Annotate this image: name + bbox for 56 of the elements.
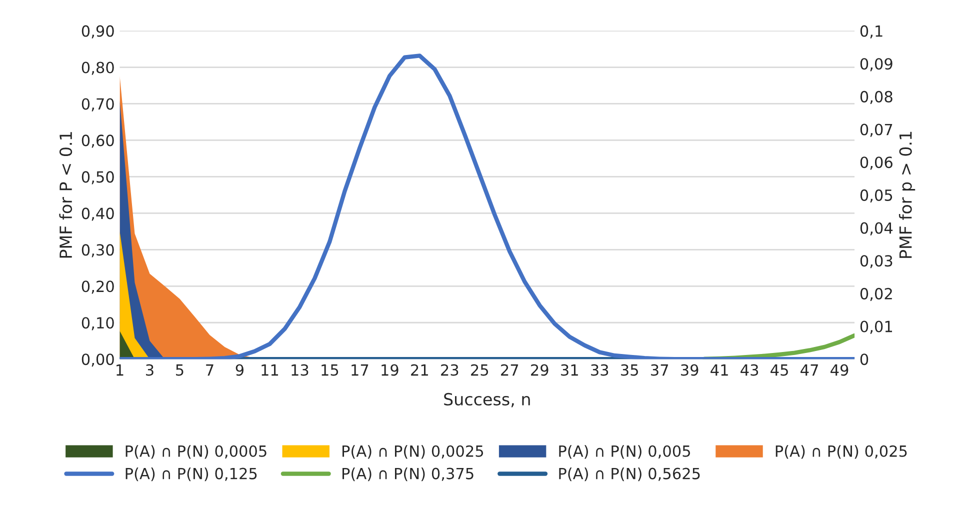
y2-tick-label: 0,03 xyxy=(860,255,892,268)
x-tick-label: 33 xyxy=(591,364,608,376)
y2-tick-label: 0,05 xyxy=(860,189,892,203)
y-tick-label: 0,80 xyxy=(82,62,114,75)
y2-tick-label: 0 xyxy=(860,354,868,366)
x-tick-label: 3 xyxy=(146,364,154,376)
x-tick-label: 49 xyxy=(830,364,848,376)
y2-tick-label: 0,01 xyxy=(860,320,892,334)
legend-label: P(A) ∩ P(N) 0,0005 xyxy=(126,445,266,459)
x-tick-label: 25 xyxy=(471,364,488,376)
x-axis-title: Success, n xyxy=(444,392,530,408)
x-tick-label: 31 xyxy=(561,364,578,376)
x-tick-label: 43 xyxy=(740,364,758,376)
y2-tick-label: 0,07 xyxy=(860,124,892,137)
x-tick-label: 41 xyxy=(710,364,728,376)
y-tick-label: 0,20 xyxy=(82,280,114,294)
y-tick-label: 0,00 xyxy=(82,354,114,367)
x-tick-label: 13 xyxy=(292,364,308,376)
x-tick-label: 1 xyxy=(116,364,124,376)
x-tick-label: 17 xyxy=(352,364,368,376)
x-tick-label: 9 xyxy=(236,364,244,376)
legend-label: P(A) ∩ P(N) 0,5625 xyxy=(559,468,700,482)
y2-tick-label: 0,06 xyxy=(860,156,892,170)
x-tick-label: 47 xyxy=(800,364,818,376)
x-tick-label: 45 xyxy=(770,364,788,376)
y2-tick-label: 0,02 xyxy=(860,288,892,302)
x-tick-label: 11 xyxy=(262,364,278,376)
y2-tick-label: 0,1 xyxy=(860,25,882,38)
legend-label: P(A) ∩ P(N) 0,375 xyxy=(342,468,474,482)
y-tick-label: 0,90 xyxy=(82,25,114,38)
y-tick-label: 0,50 xyxy=(82,171,114,184)
y-tick-label: 0,10 xyxy=(82,317,114,330)
x-tick-label: 19 xyxy=(382,364,398,376)
y-tick-label: 0,40 xyxy=(82,208,114,221)
legend-label: P(A) ∩ P(N) 0,025 xyxy=(776,445,907,459)
x-tick-label: 23 xyxy=(441,364,458,376)
legend-label: P(A) ∩ P(N) 0,005 xyxy=(559,445,690,459)
legend-label: P(A) ∩ P(N) 0,125 xyxy=(126,468,257,482)
y-tick-label: 0,30 xyxy=(82,244,114,258)
legend-label: P(A) ∩ P(N) 0,0025 xyxy=(342,445,484,459)
x-tick-label: 5 xyxy=(176,364,184,376)
x-tick-label: 21 xyxy=(411,364,428,376)
x-tick-label: 29 xyxy=(531,364,548,376)
x-tick-label: 27 xyxy=(501,364,518,376)
y2-tick-label: 0,09 xyxy=(860,58,892,72)
y-axis-title: PMF for P < 0.1 xyxy=(59,132,72,258)
y2-tick-label: 0,08 xyxy=(860,90,892,104)
x-tick-label: 15 xyxy=(322,364,338,376)
x-tick-label: 7 xyxy=(206,364,214,376)
y-tick-label: 0,60 xyxy=(82,134,114,148)
y2-axis-title: PMF for p > 0.1 xyxy=(898,132,916,258)
x-tick-label: 37 xyxy=(651,364,668,376)
y2-tick-label: 0,04 xyxy=(860,222,893,236)
x-tick-label: 35 xyxy=(621,364,638,376)
y-tick-label: 0,70 xyxy=(82,98,114,112)
x-tick-label: 39 xyxy=(681,364,698,376)
